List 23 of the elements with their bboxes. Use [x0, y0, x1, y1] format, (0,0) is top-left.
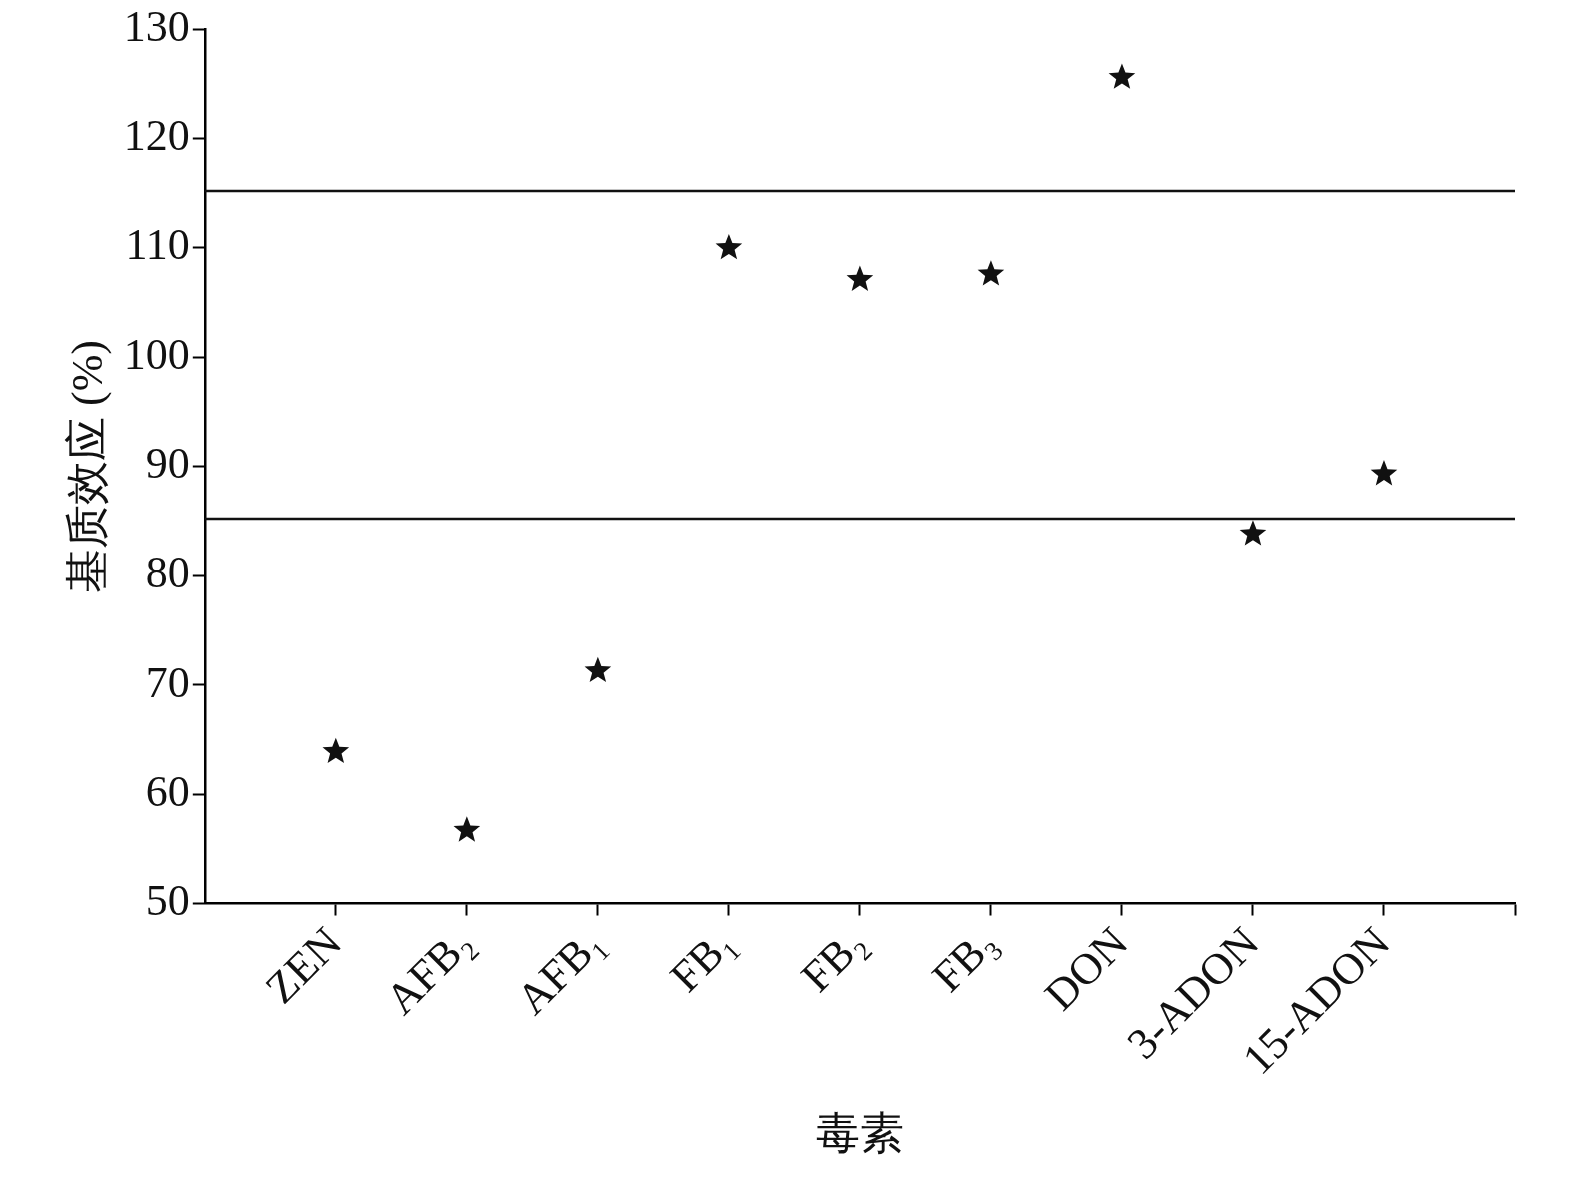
x-axis-title: 毒素 [815, 1109, 904, 1159]
point [322, 737, 350, 763]
point [977, 260, 1005, 286]
point [1370, 460, 1398, 486]
y-tick-label: 130 [123, 1, 190, 51]
y-axis-title: 基质效应 (%) [62, 339, 112, 593]
y-tick-label: 70 [145, 657, 190, 707]
y-tick-label: 110 [125, 220, 190, 270]
x-tick-label: FB₁ [660, 917, 745, 1002]
point [1108, 63, 1136, 89]
point [1239, 520, 1267, 546]
point [584, 656, 612, 683]
y-tick-label: 80 [145, 548, 190, 598]
x-tick-label: FB₂ [791, 917, 876, 1002]
point [453, 816, 481, 842]
y-tick-label: 50 [145, 876, 190, 926]
point [846, 265, 874, 291]
x-tick-label: FB₃ [922, 917, 1007, 1002]
y-tick-label: 90 [145, 439, 190, 489]
y-tick-label: 100 [123, 329, 190, 379]
y-tick-label: 120 [123, 111, 190, 161]
y-tick-label: 60 [145, 766, 190, 816]
point [715, 233, 743, 260]
